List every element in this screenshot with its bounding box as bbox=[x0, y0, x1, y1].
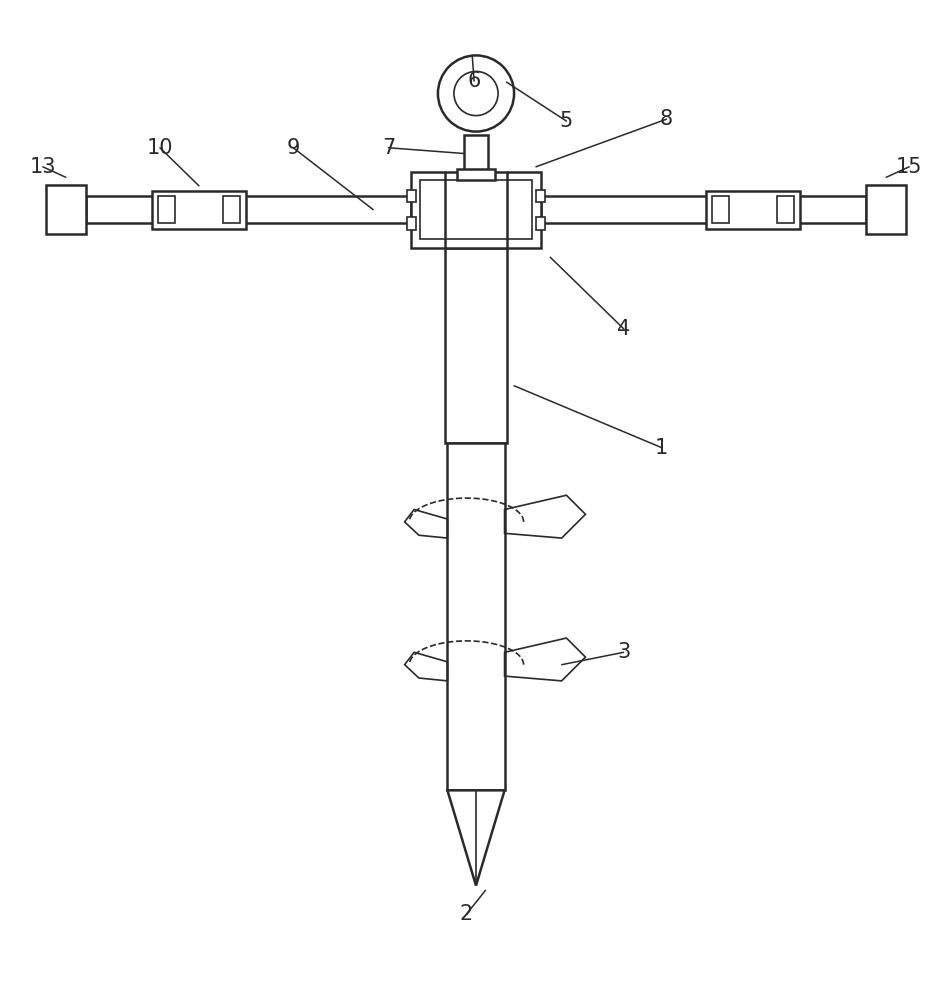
Text: 7: 7 bbox=[382, 138, 395, 158]
Bar bbox=[445, 248, 507, 443]
Bar bbox=[46, 185, 86, 234]
Text: 1: 1 bbox=[655, 438, 668, 458]
Bar bbox=[537, 217, 545, 230]
Bar bbox=[447, 443, 505, 790]
Bar bbox=[411, 172, 541, 248]
Bar bbox=[457, 169, 495, 180]
Bar bbox=[152, 191, 246, 229]
Bar bbox=[706, 191, 800, 229]
Text: 3: 3 bbox=[617, 642, 630, 662]
Bar bbox=[86, 196, 411, 223]
Bar bbox=[464, 135, 488, 172]
Text: 10: 10 bbox=[147, 138, 173, 158]
Bar bbox=[866, 185, 906, 234]
Text: 13: 13 bbox=[30, 157, 56, 177]
Text: 2: 2 bbox=[460, 904, 473, 924]
Text: 15: 15 bbox=[896, 157, 922, 177]
Bar bbox=[407, 217, 415, 230]
Polygon shape bbox=[447, 790, 505, 886]
Text: 9: 9 bbox=[287, 138, 300, 158]
Text: 6: 6 bbox=[467, 71, 481, 91]
Bar bbox=[712, 196, 729, 223]
Bar bbox=[158, 196, 175, 223]
Bar bbox=[223, 196, 240, 223]
Bar bbox=[537, 190, 545, 202]
Bar bbox=[541, 196, 866, 223]
Bar bbox=[777, 196, 794, 223]
Text: 5: 5 bbox=[560, 111, 573, 131]
Bar bbox=[407, 190, 415, 202]
Text: 8: 8 bbox=[660, 109, 673, 129]
Bar bbox=[420, 180, 532, 239]
Text: 4: 4 bbox=[617, 319, 630, 339]
